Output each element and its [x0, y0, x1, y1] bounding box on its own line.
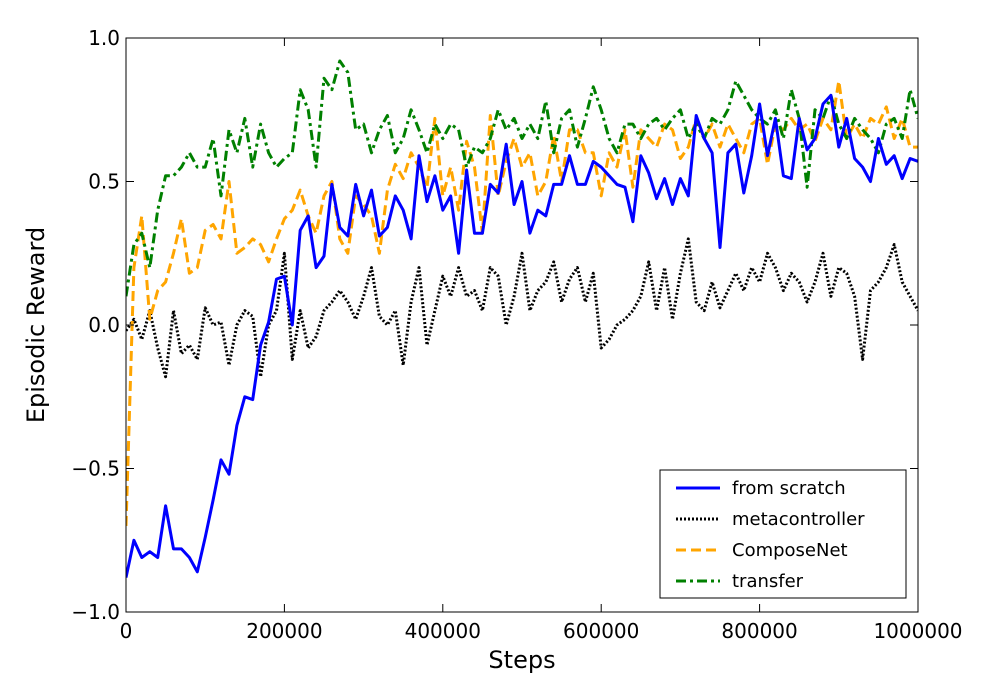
- series-line-transfer: [126, 59, 918, 297]
- series-layer: [126, 59, 918, 578]
- x-tick-label: 800000: [721, 619, 797, 643]
- ticks-layer: 0 200000 400000 600000 800000 1000000 −1.0 −0.5…: [71, 26, 962, 643]
- x-tick-label: 0: [120, 619, 133, 643]
- legend-label: transfer: [732, 571, 804, 592]
- y-tick-label: 0.0: [88, 313, 120, 337]
- legend-label: from scratch: [732, 478, 846, 499]
- series-line-metacontroller: [126, 237, 918, 379]
- legend-box: [659, 469, 907, 599]
- series-line-composenet: [126, 79, 918, 526]
- legend-label: ComposeNet: [732, 540, 848, 561]
- legend: from scratch metacontroller ComposeNet tran…: [659, 469, 907, 599]
- y-axis-title: Episodic Reward: [22, 227, 50, 423]
- x-tick-label: 600000: [563, 619, 639, 643]
- y-tick-label: 0.5: [88, 170, 120, 194]
- x-tick-label: 400000: [405, 619, 481, 643]
- x-tick-label: 1000000: [873, 619, 962, 643]
- x-axis-title: Steps: [488, 646, 555, 674]
- legend-label: metacontroller: [732, 509, 865, 530]
- series-line-from-scratch: [126, 93, 918, 578]
- y-tick-label: −1.0: [71, 600, 120, 624]
- y-tick-label: −0.5: [71, 457, 120, 481]
- y-tick-label: 1.0: [88, 26, 120, 50]
- x-tick-label: 200000: [246, 619, 322, 643]
